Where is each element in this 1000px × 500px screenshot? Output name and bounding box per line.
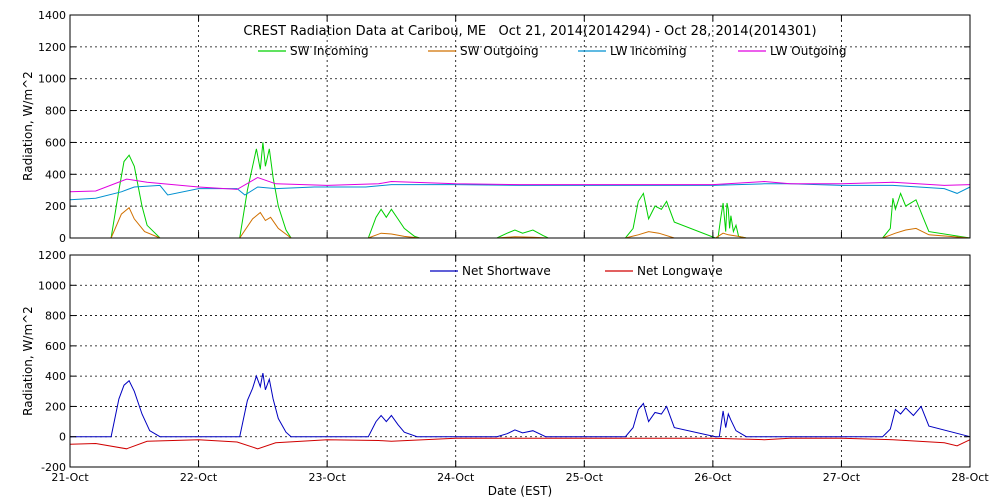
series-line-lw-incoming [69,183,971,201]
series-line-net-longwave [69,437,971,450]
y-tick-label: 1400 [38,9,66,22]
plot-frame [69,14,971,239]
x-tick-label: 26-Oct [694,471,732,484]
x-tick-label: 21-Oct [51,471,89,484]
legend-label: SW Outgoing [460,44,539,58]
x-tick-label: 27-Oct [823,471,861,484]
y-axis-label-bottom: Radiation, W/m^2 [21,306,35,416]
y-tick-label: 200 [45,400,66,413]
y-tick-label: -200 [41,461,66,474]
series-line-sw-incoming [70,142,971,239]
y-tick-label: 1200 [38,249,66,262]
y-tick-label: 600 [45,340,66,353]
chart-title: CREST Radiation Data at Caribou, ME Oct … [243,24,816,39]
legend-label: Net Shortwave [462,264,551,278]
series-line-sw-outgoing [70,206,971,239]
y-tick-label: 200 [45,200,66,213]
x-tick-label: 23-Oct [308,471,346,484]
y-tick-label: 800 [45,105,66,118]
y-axis-label-top: Radiation, W/m^2 [21,71,35,181]
y-tick-label: 1200 [38,41,66,54]
x-tick-label: 22-Oct [180,471,218,484]
y-tick-label: 0 [59,232,66,245]
y-tick-label: 0 [59,431,66,444]
legend-label: LW Incoming [610,44,687,58]
x-axis-label: Date (EST) [488,484,552,498]
y-tick-label: 1000 [38,73,66,86]
y-tick-label: 600 [45,136,66,149]
y-tick-label: 1000 [38,279,66,292]
legend-label: Net Longwave [637,264,723,278]
y-tick-label: 400 [45,168,66,181]
bottom-panel: Radiation, W/m^2 Date (EST) -200 0 200 400 6… [21,249,989,498]
plot-frame [69,254,971,468]
legend-label: LW Outgoing [770,44,847,58]
y-tick-label: 400 [45,370,66,383]
series-line-lw-outgoing [69,176,971,193]
x-tick-label: 25-Oct [566,471,604,484]
legend-label: SW Incoming [290,44,369,58]
y-tick-label: 800 [45,310,66,323]
x-tick-label: 28-Oct [951,471,989,484]
top-panel: CREST Radiation Data at Caribou, ME Oct … [21,9,971,245]
series-line-net-shortwave [70,373,971,438]
x-tick-label: 24-Oct [437,471,475,484]
